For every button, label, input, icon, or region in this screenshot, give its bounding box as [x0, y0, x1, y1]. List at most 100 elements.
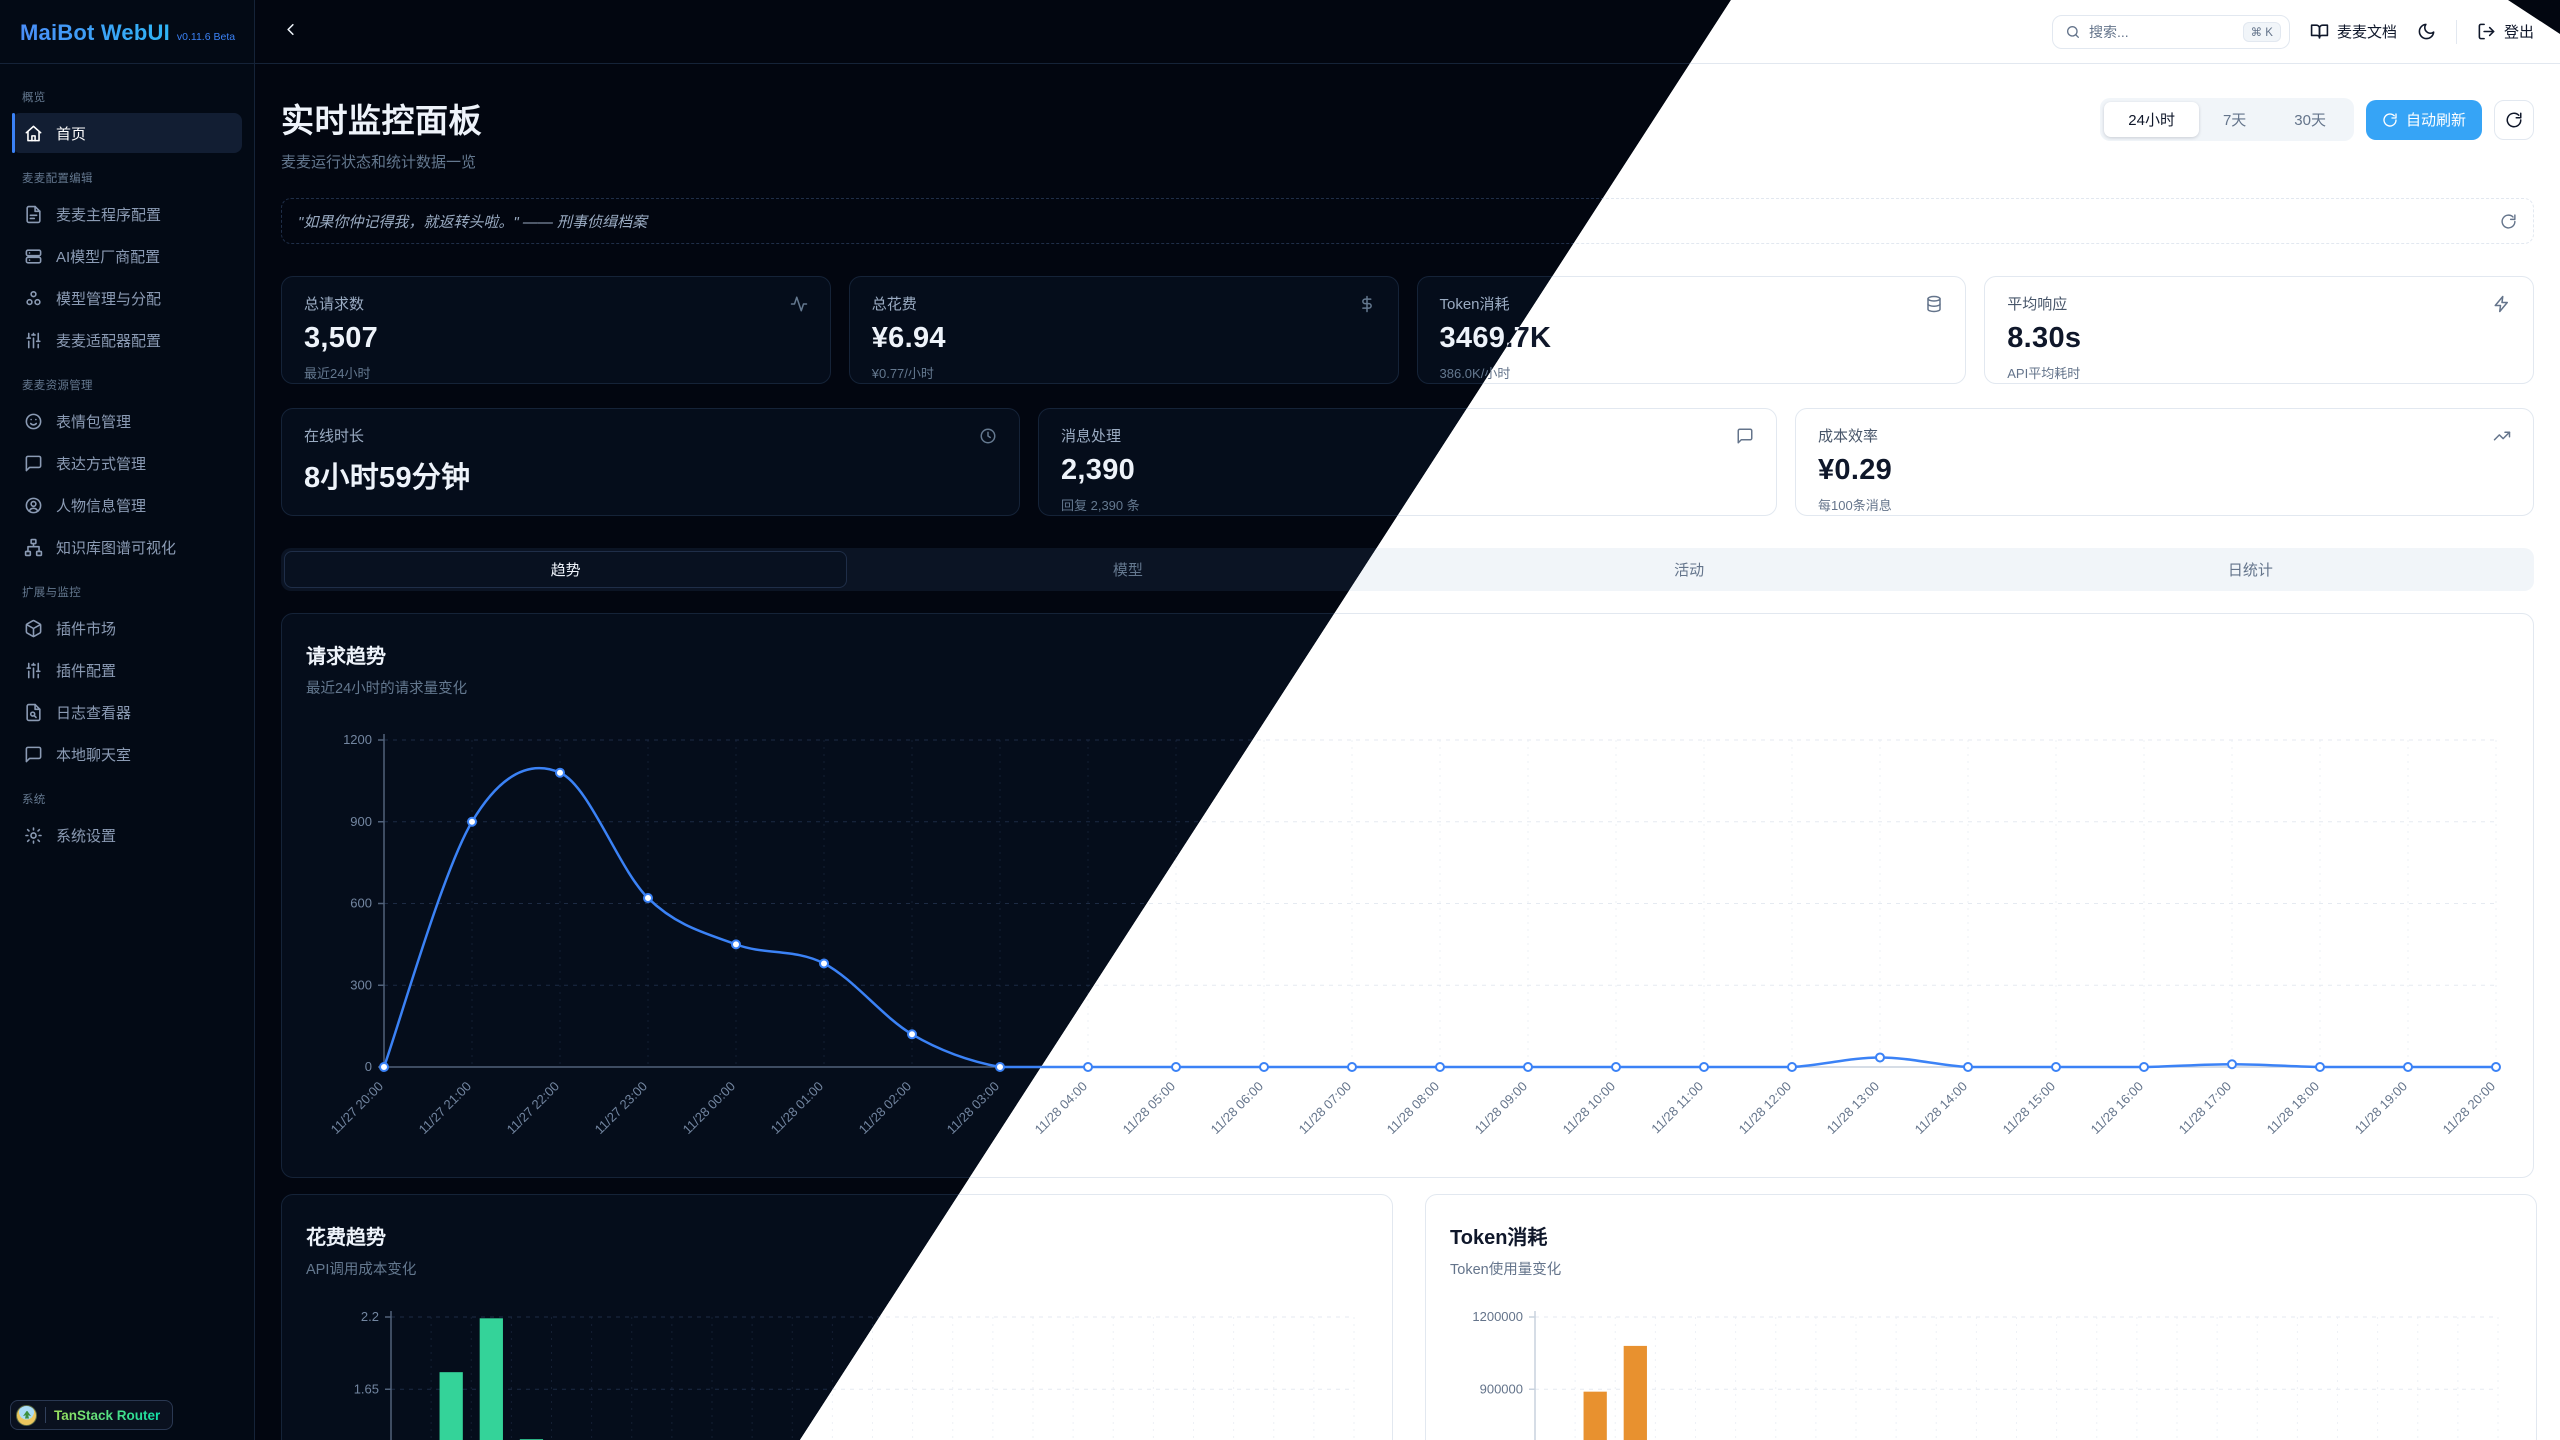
sidebar-item[interactable]: 本地聊天室	[12, 734, 242, 774]
smile-icon	[24, 412, 43, 431]
chart-subtitle: API调用成本变化	[306, 1262, 417, 1278]
sidebar-item[interactable]: 日志查看器	[12, 692, 242, 732]
svg-text:11/28 12:00: 11/28 12:00	[1736, 1079, 1794, 1137]
server-icon	[24, 247, 43, 266]
stat-value: ¥0.29	[1818, 454, 1893, 486]
stat-subtext: 最近24小时	[304, 366, 371, 381]
sidebar-item[interactable]: 系统设置	[12, 815, 242, 855]
activity-icon	[790, 295, 808, 313]
time-range-option[interactable]: 30天	[2270, 102, 2350, 137]
theme-toggle-button[interactable]	[2417, 22, 2436, 41]
quote-refresh-button[interactable]	[2500, 213, 2517, 230]
sidebar-item[interactable]: 人物信息管理	[12, 485, 242, 525]
stat-label: 总花费	[871, 296, 917, 313]
zap-icon	[2493, 295, 2511, 313]
svg-text:11/28 11:00: 11/28 11:00	[1648, 1079, 1706, 1137]
app-title: MaiBot WebUI	[20, 20, 170, 45]
search-input[interactable]: 搜索... ⌘ K	[2051, 14, 2290, 49]
chart-subtitle: 最近24小时的请求量变化	[306, 681, 468, 697]
trend-icon	[2493, 427, 2511, 445]
docs-button[interactable]: 麦麦文档	[2310, 21, 2397, 42]
nav-section: 麦麦资源管理表情包管理表达方式管理人物信息管理知识库图谱可视化	[12, 377, 242, 567]
sidebar-collapse-button[interactable]	[281, 20, 300, 43]
stat-subtext: 386.0K/小时	[1440, 363, 1944, 382]
sidebar-item-label: 插件市场	[56, 620, 117, 638]
svg-text:11/28 08:00: 11/28 08:00	[1384, 1079, 1442, 1137]
svg-text:11/27 23:00: 11/27 23:00	[592, 1079, 650, 1137]
page-title: 实时监控面板	[281, 102, 482, 139]
svg-text:11/28 18:00: 11/28 18:00	[2264, 1079, 2322, 1137]
sidebar-item-label: 模型管理与分配	[56, 290, 162, 308]
package-icon	[24, 619, 43, 638]
clock-icon	[979, 427, 997, 445]
sidebar-item[interactable]: 表情包管理	[12, 401, 242, 441]
time-range-option[interactable]: 24小时	[2104, 102, 2199, 137]
nav-section-label: 概览	[22, 92, 46, 104]
tab[interactable]: 趋势	[284, 551, 848, 588]
tanstack-router-badge[interactable]: TanStack Router	[10, 1400, 174, 1430]
svg-text:0: 0	[365, 1059, 372, 1074]
tab[interactable]: 模型	[1112, 562, 1143, 579]
stat-card: 在线时长 8小时59分钟	[281, 408, 1020, 516]
svg-text:11/28 05:00: 11/28 05:00	[1120, 1079, 1178, 1137]
auto-refresh-button[interactable]: 自动刷新	[2365, 99, 2482, 140]
nav-section: 扩展与监控插件市场插件配置日志查看器本地聊天室	[12, 584, 242, 774]
refresh-button[interactable]	[2494, 99, 2534, 140]
logout-icon	[2477, 22, 2496, 41]
stat-value: 8.30s	[2007, 322, 2082, 354]
stat-label: 总请求数	[304, 296, 365, 313]
app-version: v0.11.6 Beta	[176, 31, 236, 43]
sidebar-item[interactable]: 表达方式管理	[12, 443, 242, 483]
stat-value: 3,507	[304, 322, 379, 354]
search-placeholder: 搜索...	[2088, 23, 2129, 40]
sidebar-item-label: 麦麦适配器配置	[56, 332, 162, 350]
nav-section-label: 系统	[22, 794, 46, 806]
svg-text:300: 300	[350, 977, 372, 992]
logout-label: 登出	[2503, 24, 2534, 41]
sidebar-item[interactable]: AI模型厂商配置	[12, 236, 242, 276]
docs-label: 麦麦文档	[2336, 24, 2397, 41]
stat-card-top: 总花费	[872, 293, 1376, 314]
refresh-icon	[2382, 112, 2398, 128]
tokens-bar-chart: 3000006000009000001200000	[1450, 1303, 2512, 1440]
sidebar-item[interactable]: 知识库图谱可视化	[12, 527, 242, 567]
message-icon	[24, 745, 43, 764]
nav-section-label: 麦麦资源管理	[22, 380, 93, 392]
page-subtitle: 麦麦运行状态和统计数据一览	[281, 154, 477, 171]
book-icon	[2310, 22, 2329, 41]
svg-text:11/28 06:00: 11/28 06:00	[1208, 1079, 1266, 1137]
logout-button[interactable]: 登出	[2477, 21, 2534, 42]
svg-text:1200000: 1200000	[1472, 1309, 1523, 1324]
sidebar-item[interactable]: 首页	[12, 113, 242, 153]
tab[interactable]: 日统计	[2227, 562, 2273, 579]
topbar-right: 搜索... ⌘ K 麦麦文档 登出	[2051, 14, 2534, 49]
app-logo: MaiBot WebUI v0.11.6 Beta	[0, 0, 254, 64]
stat-value: 2,390	[1061, 454, 1136, 486]
sidebar-item[interactable]: 插件市场	[12, 608, 242, 648]
sidebar-item-label: 日志查看器	[56, 704, 132, 722]
stat-card: 总花费 ¥6.94 ¥0.77/小时	[848, 276, 1399, 384]
sidebar-item-label: 麦麦主程序配置	[56, 206, 162, 224]
stat-card-top: 平均响应	[2007, 293, 2511, 314]
sidebar-item[interactable]: 插件配置	[12, 650, 242, 690]
auto-refresh-label: 自动刷新	[2405, 112, 2466, 129]
stat-card: 成本效率 ¥0.29 每100条消息	[1795, 408, 2534, 516]
sidebar-item-label: 知识库图谱可视化	[56, 539, 177, 557]
quote-text: "如果你仲记得我，就返转头啦。" —— 刑事侦缉档案	[298, 213, 647, 231]
stat-card-top: 在线时长	[304, 425, 997, 446]
file-search-icon	[24, 703, 43, 722]
sidebar-item[interactable]: 麦麦主程序配置	[12, 194, 242, 234]
stat-card-top: 成本效率	[1818, 425, 2511, 446]
message-icon	[24, 454, 43, 473]
svg-text:11/28 01:00: 11/28 01:00	[768, 1079, 826, 1137]
sidebar-item-label: AI模型厂商配置	[56, 248, 161, 266]
quote-banner: "如果你仲记得我，就返转头啦。" —— 刑事侦缉档案	[800, 198, 2534, 244]
svg-text:11/28 17:00: 11/28 17:00	[2176, 1079, 2234, 1137]
moon-icon	[2417, 22, 2436, 41]
sidebar-item[interactable]: 模型管理与分配	[12, 278, 242, 318]
time-range-option[interactable]: 7天	[2199, 102, 2270, 137]
tab[interactable]: 活动	[1674, 562, 1705, 579]
sidebar-item[interactable]: 麦麦适配器配置	[12, 320, 242, 360]
